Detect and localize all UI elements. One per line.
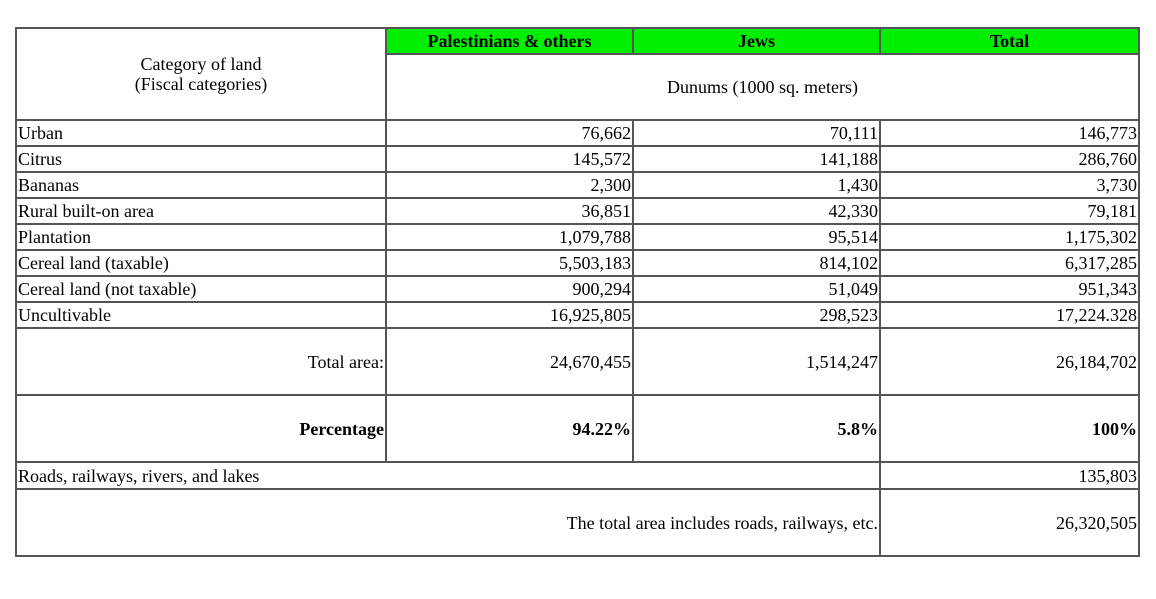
category-header-line2: (Fiscal categories) <box>134 74 268 94</box>
cell-jews: 70,111 <box>632 119 881 147</box>
total-area-total: 26,184,702 <box>879 327 1140 396</box>
unit-label: Dunums (1000 sq. meters) <box>385 53 1140 121</box>
column-header-total: Total <box>879 27 1140 55</box>
cell-jews: 141,188 <box>632 145 881 173</box>
table-row: Cereal land (not taxable) 900,294 51,049 95… <box>15 275 1140 303</box>
grand-total-value: 26,320,505 <box>879 488 1140 557</box>
table-row: Urban 76,662 70,111 146,773 <box>15 119 1140 147</box>
table-row: Bananas 2,300 1,430 3,730 <box>15 171 1140 199</box>
roads-row: Roads, railways, rivers, and lakes 135,8… <box>15 461 1140 490</box>
percentage-jews: 5.8% <box>632 394 881 463</box>
cell-total: 146,773 <box>879 119 1140 147</box>
cell-jews: 1,430 <box>632 171 881 199</box>
percentage-label: Percentage <box>15 394 387 463</box>
cell-jews: 298,523 <box>632 301 881 329</box>
total-area-palestinians: 24,670,455 <box>385 327 634 396</box>
cell-total: 1,175,302 <box>879 223 1140 251</box>
category-header: Category of land (Fiscal categories) <box>15 27 387 121</box>
land-ownership-table: Category of land (Fiscal categories) Pal… <box>15 27 1140 557</box>
cell-total: 3,730 <box>879 171 1140 199</box>
cell-palestinians: 36,851 <box>385 197 634 225</box>
table-row: Uncultivable 16,925,805 298,523 17,224.328 <box>15 301 1140 329</box>
table-row: Cereal land (taxable) 5,503,183 814,102 6,3… <box>15 249 1140 277</box>
cell-total: 17,224.328 <box>879 301 1140 329</box>
percentage-palestinians: 94.22% <box>385 394 634 463</box>
cell-total: 951,343 <box>879 275 1140 303</box>
cell-jews: 95,514 <box>632 223 881 251</box>
percentage-row: Percentage 94.22% 5.8% 100% <box>15 394 1140 463</box>
table-row: Citrus 145,572 141,188 286,760 <box>15 145 1140 173</box>
total-area-jews: 1,514,247 <box>632 327 881 396</box>
row-label: Bananas <box>15 171 387 199</box>
row-label: Urban <box>15 119 387 147</box>
roads-value: 135,803 <box>879 461 1140 490</box>
row-label: Plantation <box>15 223 387 251</box>
row-label: Cereal land (taxable) <box>15 249 387 277</box>
category-header-line1: Category of land <box>140 54 262 74</box>
cell-jews: 814,102 <box>632 249 881 277</box>
cell-total: 286,760 <box>879 145 1140 173</box>
column-header-palestinians: Palestinians & others <box>385 27 634 55</box>
grand-total-label: The total area includes roads, railways,… <box>15 488 881 557</box>
row-label: Rural built-on area <box>15 197 387 225</box>
table-row: Plantation 1,079,788 95,514 1,175,302 <box>15 223 1140 251</box>
cell-palestinians: 1,079,788 <box>385 223 634 251</box>
cell-total: 79,181 <box>879 197 1140 225</box>
cell-palestinians: 5,503,183 <box>385 249 634 277</box>
row-label: Citrus <box>15 145 387 173</box>
column-header-jews: Jews <box>632 27 881 55</box>
cell-total: 6,317,285 <box>879 249 1140 277</box>
percentage-total: 100% <box>879 394 1140 463</box>
row-label: Uncultivable <box>15 301 387 329</box>
row-label: Cereal land (not taxable) <box>15 275 387 303</box>
cell-jews: 51,049 <box>632 275 881 303</box>
total-area-row: Total area: 24,670,455 1,514,247 26,184,… <box>15 327 1140 396</box>
table-row: Rural built-on area 36,851 42,330 79,181 <box>15 197 1140 225</box>
cell-palestinians: 2,300 <box>385 171 634 199</box>
cell-palestinians: 145,572 <box>385 145 634 173</box>
cell-palestinians: 16,925,805 <box>385 301 634 329</box>
cell-palestinians: 76,662 <box>385 119 634 147</box>
cell-jews: 42,330 <box>632 197 881 225</box>
total-area-label: Total area: <box>15 327 387 396</box>
grand-total-row: The total area includes roads, railways,… <box>15 488 1140 557</box>
roads-label: Roads, railways, rivers, and lakes <box>15 461 881 490</box>
cell-palestinians: 900,294 <box>385 275 634 303</box>
